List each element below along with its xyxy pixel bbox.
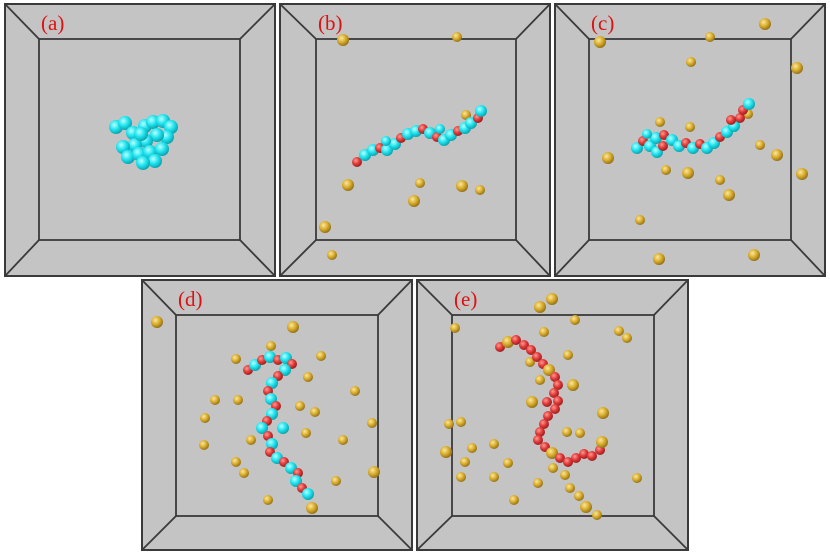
gold-particles-e <box>440 293 642 520</box>
panel-e: (e) <box>416 279 689 551</box>
panel-label-c: (c) <box>591 11 614 35</box>
polymer-chain-d <box>243 351 314 500</box>
polymer-chain-c <box>631 98 755 158</box>
panel-a: (a) <box>4 3 276 277</box>
panel-c: (c) <box>554 3 826 277</box>
cyan-cluster <box>109 114 178 170</box>
polymer-chain-e <box>495 335 608 467</box>
panel-label-d: (d) <box>178 287 203 311</box>
panel-d: (d) <box>141 279 413 551</box>
panel-label-a: (a) <box>41 11 64 35</box>
polymer-chain-b <box>352 105 487 167</box>
panel-label-e: (e) <box>454 287 477 311</box>
gold-particles-d <box>151 316 380 514</box>
panel-b: (b) <box>279 3 551 277</box>
panel-label-b: (b) <box>318 11 343 35</box>
gold-particles-b <box>319 32 485 260</box>
